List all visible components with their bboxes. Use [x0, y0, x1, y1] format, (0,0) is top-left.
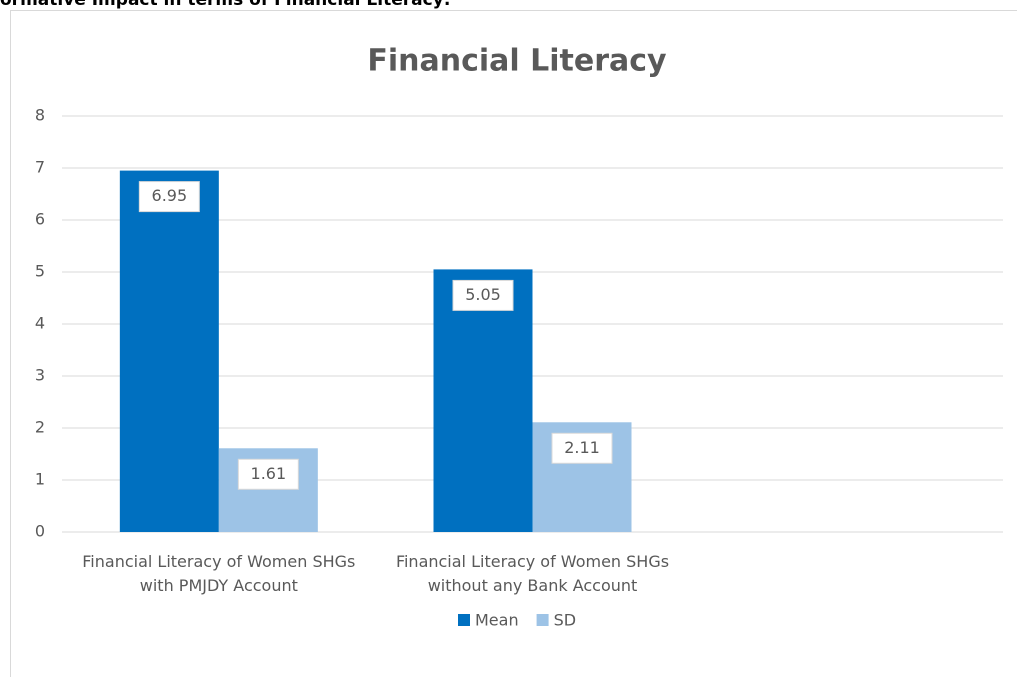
data-label: 5.05	[465, 285, 501, 304]
y-tick-label: 5	[35, 262, 45, 281]
bar	[433, 269, 533, 532]
data-label-box	[237, 458, 299, 490]
bar	[119, 170, 219, 532]
y-tick-label: 2	[35, 418, 45, 437]
y-tick-label: 6	[35, 210, 45, 229]
y-tick-label: 8	[35, 106, 45, 125]
chart-title: Financial Literacy	[367, 44, 667, 79]
legend-swatch	[458, 614, 470, 626]
data-label-box	[452, 279, 514, 311]
y-tick-label: 0	[35, 522, 45, 541]
data-label: 6.95	[152, 186, 188, 205]
data-label-box	[551, 432, 613, 464]
caption: ormative Impact in terms of Financial Li…	[0, 0, 451, 10]
y-tick-label: 1	[35, 470, 45, 489]
legend-label: Mean	[475, 611, 519, 630]
data-label-box	[138, 181, 200, 213]
legend-swatch	[536, 614, 549, 626]
y-tick-label: 7	[35, 158, 45, 177]
data-label: 1.61	[251, 464, 287, 483]
x-tick-label: Financial Literacy of Women SHGs with PM…	[82, 552, 356, 595]
x-tick-label: Financial Literacy of Women SHGs without…	[395, 552, 670, 595]
y-tick-label: 4	[35, 314, 45, 333]
legend-label: SD	[554, 611, 576, 630]
data-label: 2.11	[564, 438, 600, 457]
y-tick-label: 3	[35, 366, 45, 385]
